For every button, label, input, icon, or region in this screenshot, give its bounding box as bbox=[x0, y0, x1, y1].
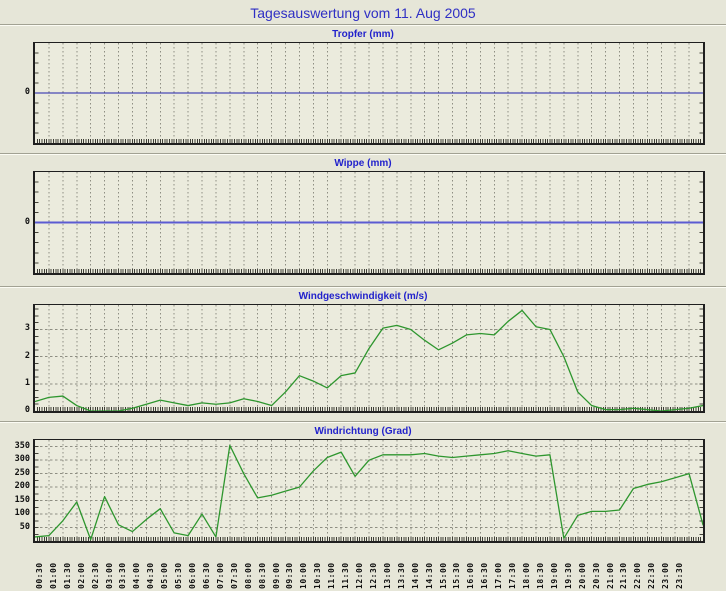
chart-panel-wippe: Wippe (mm) 0 bbox=[0, 155, 726, 284]
windrichtung-chart-svg bbox=[35, 440, 703, 541]
y-tick-label: 50 bbox=[19, 521, 30, 532]
y-tick-label: 1 bbox=[24, 377, 30, 388]
x-tick-label: 14:00 bbox=[410, 562, 420, 589]
chart-panel-windgeschwindigkeit: Windgeschwindigkeit (m/s) 0 1 2 3 bbox=[0, 288, 726, 419]
y-tick-label: 3 bbox=[24, 323, 30, 334]
x-tick-label: 05:00 bbox=[160, 562, 170, 589]
x-tick-label: 19:00 bbox=[549, 562, 559, 589]
x-tick-label: 10:00 bbox=[299, 562, 309, 589]
x-tick-label: 07:00 bbox=[215, 562, 225, 589]
x-tick-label: 23:00 bbox=[661, 562, 671, 589]
x-tick-label: 12:30 bbox=[368, 562, 378, 589]
x-tick-label: 01:00 bbox=[48, 562, 58, 589]
plot-area-tropfer bbox=[33, 42, 705, 145]
plot-row-wippe: 0 bbox=[25, 171, 726, 275]
y-tick-label: 150 bbox=[14, 494, 30, 505]
y-axis-labels-tropfer: 0 bbox=[2, 42, 30, 145]
x-tick-label: 16:30 bbox=[480, 562, 490, 589]
plot-area-wippe bbox=[33, 171, 705, 275]
x-tick-label: 14:30 bbox=[424, 562, 434, 589]
y-tick-label: 300 bbox=[14, 454, 30, 465]
x-tick-label: 04:00 bbox=[132, 562, 142, 589]
y-tick-label: 350 bbox=[14, 440, 30, 451]
x-tick-label: 18:30 bbox=[535, 562, 545, 589]
x-tick-label: 03:30 bbox=[118, 562, 128, 589]
x-tick-label: 11:30 bbox=[341, 562, 351, 589]
chart-title-tropfer: Tropfer (mm) bbox=[332, 29, 394, 40]
chart-title-wippe: Wippe (mm) bbox=[334, 158, 392, 169]
x-tick-label: 13:00 bbox=[382, 562, 392, 589]
y-tick-label: 0 bbox=[24, 216, 30, 227]
series-line bbox=[35, 309, 703, 411]
page-title: Tagesauswertung vom 11. Aug 2005 bbox=[250, 5, 476, 21]
x-tick-label: 22:00 bbox=[633, 562, 643, 589]
x-tick-label: 04:30 bbox=[146, 562, 156, 589]
x-tick-label: 22:30 bbox=[647, 562, 657, 589]
x-tick-label: 23:30 bbox=[675, 562, 685, 589]
x-tick-label: 02:00 bbox=[76, 562, 86, 589]
chart-title-windgeschwindigkeit: Windgeschwindigkeit (m/s) bbox=[298, 291, 428, 302]
x-tick-label: 19:30 bbox=[563, 562, 573, 589]
y-tick-label: 100 bbox=[14, 508, 30, 519]
x-tick-label: 21:30 bbox=[619, 562, 629, 589]
x-tick-label: 12:00 bbox=[355, 562, 364, 589]
chart-panel-windrichtung: Windrichtung (Grad) 50 100 150 200 250 300 350 bbox=[0, 423, 726, 549]
title-divider bbox=[0, 24, 726, 26]
plot-area-windrichtung bbox=[33, 439, 705, 543]
plot-row-tropfer: 0 bbox=[25, 42, 726, 145]
plot-row-windrichtung: 50 100 150 200 250 300 350 bbox=[15, 439, 726, 543]
x-tick-label: 09:00 bbox=[271, 562, 281, 589]
y-axis-labels-windgeschwindigkeit: 0 1 2 3 bbox=[2, 304, 30, 415]
x-tick-label: 06:00 bbox=[188, 562, 197, 589]
x-tick-label: 13:30 bbox=[396, 562, 406, 589]
x-tick-label: 07:30 bbox=[229, 562, 239, 589]
x-tick-label: 03:00 bbox=[104, 562, 114, 589]
chart-panel-tropfer: Tropfer (mm) 0 bbox=[0, 26, 726, 151]
x-tick-label: 00:30 bbox=[34, 562, 44, 589]
x-tick-label: 05:30 bbox=[174, 562, 184, 589]
panel-divider bbox=[0, 421, 726, 423]
y-tick-label: 0 bbox=[24, 87, 30, 97]
x-tick-label: 11:00 bbox=[327, 562, 337, 589]
windgeschwindigkeit-chart-svg bbox=[35, 305, 703, 411]
series-line bbox=[35, 444, 703, 541]
x-tick-label: 02:30 bbox=[90, 562, 100, 589]
x-tick-label: 06:30 bbox=[201, 562, 211, 589]
y-tick-label: 250 bbox=[14, 467, 30, 478]
y-tick-label: 200 bbox=[14, 481, 30, 492]
x-tick-label: 08:30 bbox=[257, 562, 267, 589]
y-axis-labels-windrichtung: 50 100 150 200 250 300 350 bbox=[2, 439, 30, 543]
x-axis-labels: 00:30 01:00 01:30 02:00 02:30 03:00 03:30 04:00… bbox=[0, 549, 726, 591]
wippe-chart-svg bbox=[35, 172, 703, 273]
plot-area-windgeschwindigkeit bbox=[33, 304, 705, 413]
x-tick-label: 17:30 bbox=[508, 562, 518, 589]
y-axis-labels-wippe: 0 bbox=[2, 171, 30, 275]
x-tick-label: 17:00 bbox=[494, 562, 504, 589]
x-tick-label: 18:00 bbox=[522, 562, 531, 589]
x-tick-label: 01:30 bbox=[62, 562, 72, 589]
x-tick-label: 10:30 bbox=[313, 562, 323, 589]
x-tick-label: 08:00 bbox=[243, 562, 253, 589]
plot-row-windgeschwindigkeit: 0 1 2 3 bbox=[25, 304, 726, 415]
panel-divider bbox=[0, 153, 726, 155]
x-tick-label: 20:30 bbox=[591, 562, 601, 589]
x-tick-label: 15:00 bbox=[438, 562, 448, 589]
x-tick-label: 21:00 bbox=[605, 562, 615, 589]
tropfer-chart-svg bbox=[35, 43, 703, 143]
y-tick-label: 2 bbox=[24, 350, 30, 361]
panel-divider bbox=[0, 286, 726, 288]
x-tick-label: 16:00 bbox=[466, 562, 476, 589]
x-tick-label: 09:30 bbox=[285, 562, 295, 589]
chart-title-windrichtung: Windrichtung (Grad) bbox=[314, 426, 412, 437]
y-tick-label: 0 bbox=[24, 405, 30, 415]
x-tick-label: 15:30 bbox=[452, 562, 462, 589]
x-tick-label: 20:00 bbox=[577, 562, 587, 589]
